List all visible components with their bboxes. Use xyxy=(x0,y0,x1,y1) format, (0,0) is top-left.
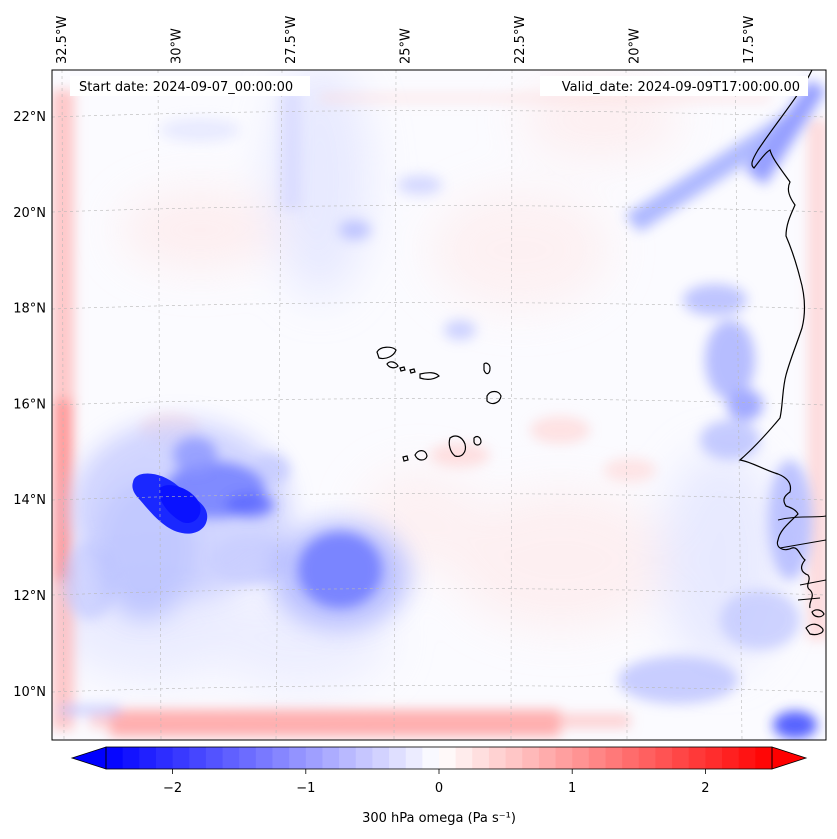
colorbar-cell xyxy=(305,747,324,769)
colorbar-cell xyxy=(705,747,723,769)
map-frame xyxy=(51,69,827,741)
colorbar-cell xyxy=(555,747,573,769)
colorbar-cell xyxy=(439,747,457,769)
start-label-box xyxy=(70,76,310,96)
longitude-ticks: 32.5°W 30°W 27.5°W 25°W 22.5°W 20°W 17.5°W xyxy=(55,16,757,64)
colorbar-tick-label: −2 xyxy=(163,781,182,796)
lon-tick-label: 20°W xyxy=(628,28,643,64)
lon-tick-label: 22.5°W xyxy=(513,16,528,64)
coastline xyxy=(376,70,826,636)
colorbar-cell xyxy=(722,747,740,769)
lat-tick-label: 12°N xyxy=(13,589,46,604)
colorbar-cell xyxy=(372,747,390,769)
lon-tick-label: 27.5°W xyxy=(284,16,299,64)
lat-tick-label: 18°N xyxy=(13,302,46,317)
colorbar-tick-label: −1 xyxy=(296,781,315,796)
colorbar-cell xyxy=(638,747,657,769)
colorbar-tick-label: 1 xyxy=(568,781,576,796)
lon-tick-label: 32.5°W xyxy=(55,16,70,64)
colorbar-cell xyxy=(488,747,507,769)
colorbar-cell xyxy=(322,747,340,769)
colorbar-cell xyxy=(389,747,407,769)
colorbar-cell xyxy=(355,747,373,769)
lat-tick-label: 14°N xyxy=(13,493,46,508)
colorbar-cell xyxy=(189,747,207,769)
colorbar-cell xyxy=(239,747,257,769)
colorbar-cell xyxy=(572,747,590,769)
colorbar-max-extend xyxy=(771,746,808,770)
start-date-label: Start date: 2024-09-07_00:00:00 xyxy=(79,80,293,95)
colorbar-cell xyxy=(655,747,673,769)
colorbar-cell xyxy=(155,747,174,769)
valid-date-label: Valid_date: 2024-09-09T17:00:00.00 xyxy=(562,80,800,95)
colorbar-cell xyxy=(455,747,473,769)
lon-tick-label: 25°W xyxy=(399,28,414,64)
colorbar-cell xyxy=(255,747,274,769)
lat-tick-label: 22°N xyxy=(13,110,46,125)
colorbar-cell xyxy=(339,747,357,769)
colorbar: −2 −1 0 1 2 300 hPa omega (Pa s⁻¹) xyxy=(70,746,808,826)
colorbar-cell xyxy=(289,747,307,769)
colorbar-cell xyxy=(505,747,523,769)
colorbar-cell xyxy=(472,747,490,769)
lon-tick-label: 30°W xyxy=(170,28,185,64)
colorbar-cell xyxy=(538,747,557,769)
colorbar-cell xyxy=(139,747,157,769)
colorbar-cell xyxy=(622,747,640,769)
colorbar-label: 300 hPa omega (Pa s⁻¹) xyxy=(362,811,516,826)
colorbar-cell xyxy=(272,747,290,769)
colorbar-min-extend xyxy=(70,746,107,770)
colorbar-tick-label: 2 xyxy=(701,781,709,796)
colorbar-cell xyxy=(522,747,540,769)
lat-tick-label: 20°N xyxy=(13,206,46,221)
colorbar-cell xyxy=(605,747,623,769)
colorbar-cell xyxy=(222,747,240,769)
colorbar-cell xyxy=(422,747,440,769)
colorbar-cell xyxy=(738,747,756,769)
omega-field xyxy=(52,70,826,740)
colorbar-cell xyxy=(755,747,773,769)
colorbar-cell xyxy=(688,747,706,769)
lon-tick-label: 17.5°W xyxy=(742,16,757,64)
colorbar-cell xyxy=(588,747,607,769)
colorbar-cell xyxy=(172,747,190,769)
colorbar-cell xyxy=(106,747,124,769)
colorbar-cell xyxy=(405,747,423,769)
latitude-ticks: 22°N 20°N 18°N 16°N 14°N 12°N 10°N xyxy=(13,110,46,700)
colorbar-cell xyxy=(122,747,140,769)
lat-tick-label: 10°N xyxy=(13,685,46,700)
lat-tick-label: 16°N xyxy=(13,397,46,412)
graticule xyxy=(52,70,826,740)
colorbar-cell xyxy=(205,747,224,769)
valid-label-box xyxy=(540,76,808,96)
colorbar-tick-label: 0 xyxy=(435,781,443,796)
colorbar-cell xyxy=(672,747,690,769)
